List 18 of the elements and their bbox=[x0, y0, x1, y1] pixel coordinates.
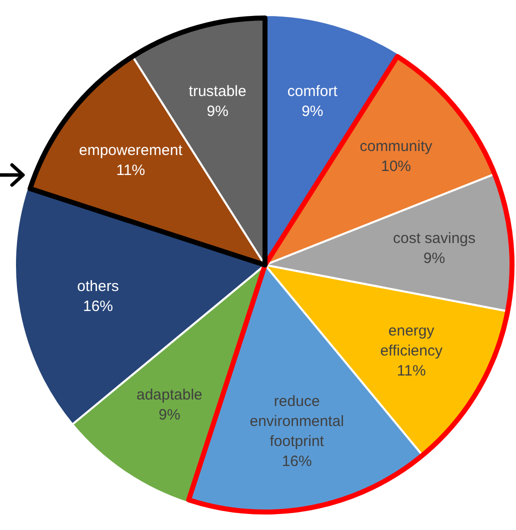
slice-label: trustable bbox=[188, 82, 246, 100]
data-label: 11% bbox=[116, 162, 146, 179]
data-label: 9% bbox=[423, 250, 446, 268]
slice-label: adaptable bbox=[136, 386, 202, 404]
slice-label: cost savings bbox=[392, 230, 476, 248]
data-label: 16% bbox=[282, 453, 312, 470]
data-label: 10% bbox=[380, 158, 412, 175]
data-label: 9% bbox=[302, 102, 324, 120]
slice-label: community bbox=[360, 138, 433, 155]
data-label: 9% bbox=[158, 406, 180, 424]
slice-label: energy efficiency bbox=[380, 322, 443, 360]
slice-label: reduce environmental footprint bbox=[250, 393, 344, 450]
slice-label: others bbox=[77, 278, 119, 295]
slice-label: empowerement bbox=[78, 142, 184, 159]
data-label: 16% bbox=[82, 298, 114, 315]
data-label: 9% bbox=[206, 102, 228, 120]
slice-label: comfort bbox=[287, 82, 338, 100]
data-label: 11% bbox=[396, 362, 426, 380]
